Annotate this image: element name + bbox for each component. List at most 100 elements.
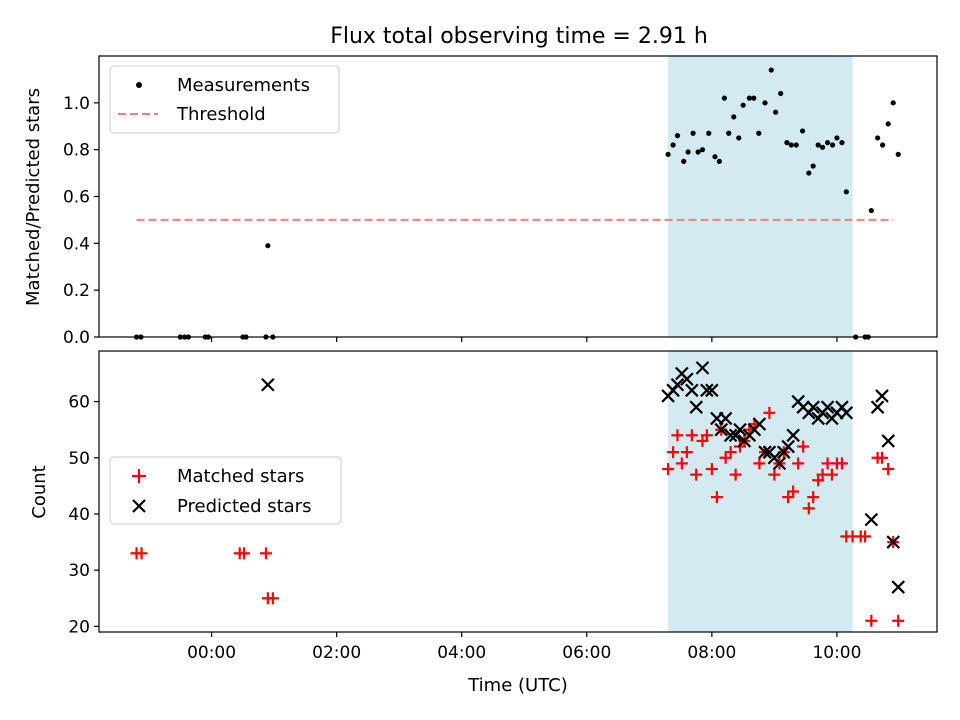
legend-dot-marker xyxy=(136,82,142,88)
matched-star-point xyxy=(892,614,905,627)
y-tick-label: 30 xyxy=(68,561,90,581)
matched-star-point xyxy=(768,468,781,481)
measurement-point xyxy=(810,163,816,169)
matched-star-point xyxy=(667,446,680,459)
measurement-point xyxy=(799,128,806,134)
matched-star-point xyxy=(802,502,815,515)
legend-x-marker xyxy=(132,499,146,513)
measurement-point xyxy=(834,135,840,141)
predicted-star-point xyxy=(870,400,885,414)
measurement-point xyxy=(690,130,696,136)
measurement-point xyxy=(784,140,790,146)
predicted-star-point xyxy=(695,361,710,375)
measurement-point xyxy=(762,100,768,106)
predicted-star-point xyxy=(733,422,747,437)
matched-star-point xyxy=(690,468,703,481)
measurement-point xyxy=(670,142,676,148)
top-legend-box xyxy=(109,65,340,134)
matched-star-point xyxy=(882,463,895,476)
chart-title: Flux total observing time = 2.91 h xyxy=(330,24,708,49)
measurement-point xyxy=(843,189,849,195)
matched-star-point xyxy=(792,457,805,470)
matched-star-point xyxy=(238,547,251,560)
matched-star-point xyxy=(700,429,713,442)
predicted-star-point xyxy=(685,383,699,398)
bottom-y-axis-label: Count xyxy=(29,465,50,518)
matched-star-point xyxy=(671,429,684,442)
y-tick-label: 0.0 xyxy=(63,328,90,348)
predicted-star-point xyxy=(875,389,889,403)
measurement-point xyxy=(824,140,831,146)
bottom-legend-box xyxy=(109,456,342,525)
measurement-point xyxy=(695,149,701,155)
y-tick-label: 60 xyxy=(68,393,90,413)
observing-window-shade xyxy=(668,351,853,632)
predicted-star-point xyxy=(786,428,800,443)
measurement-point xyxy=(740,102,746,108)
predicted-star-point xyxy=(705,383,719,398)
measurement-point xyxy=(778,90,784,97)
measurement-point xyxy=(685,149,691,155)
predicted-star-point xyxy=(261,377,275,392)
predicted-star-point xyxy=(886,535,901,549)
measurement-point xyxy=(712,154,718,160)
legend-threshold-label: Threshold xyxy=(176,104,266,125)
bottom-plot-frame xyxy=(98,350,938,633)
predicted-star-point xyxy=(839,406,854,420)
matched-star-point xyxy=(710,491,723,504)
predicted-star-point xyxy=(772,456,787,471)
matched-star-point xyxy=(729,468,742,481)
top-y-axis-label: Matched/Predicted stars xyxy=(23,88,44,306)
predicted-star-point xyxy=(820,400,835,414)
y-tick-label: 50 xyxy=(68,449,90,469)
bottom-panel: 20 30 40 50 60 00:00 02:00 04:00 06:00 08:00 10:0… xyxy=(29,350,938,696)
matched-star-point xyxy=(835,457,848,470)
predicted-star-point xyxy=(781,439,795,454)
predicted-star-point xyxy=(680,372,694,386)
y-tick-label: 0.8 xyxy=(63,141,90,161)
top-legend: Measurements Threshold xyxy=(109,65,340,134)
matched-star-point xyxy=(705,463,718,476)
measurement-point xyxy=(265,243,271,249)
top-panel: 0.0 0.2 0.4 0.6 0.8 1.0 Matched/Predicted sta… xyxy=(23,55,938,348)
predicted-star-point xyxy=(718,411,733,426)
legend-plus-marker xyxy=(132,469,146,483)
measurement-point xyxy=(874,135,881,141)
y-tick-label: 40 xyxy=(68,505,90,525)
legend-matched-label: Matched stars xyxy=(177,466,304,487)
bottom-legend: Matched stars Predicted stars xyxy=(109,456,342,525)
measurement-point xyxy=(788,142,794,148)
measurement-point xyxy=(699,147,706,153)
measurement-point xyxy=(756,130,762,136)
matched-star-point xyxy=(753,457,766,470)
measurement-point xyxy=(731,114,737,120)
measurement-point xyxy=(721,95,727,101)
observing-window-shade xyxy=(668,56,853,337)
x-tick-label: 08:00 xyxy=(687,643,736,663)
x-tick-label: 02:00 xyxy=(312,643,361,663)
legend-measurements-label: Measurements xyxy=(177,75,310,96)
legend-predicted-label: Predicted stars xyxy=(177,496,311,517)
measurement-point xyxy=(815,142,821,148)
measurement-point xyxy=(726,130,732,136)
y-tick-label: 0.6 xyxy=(63,188,90,208)
measurement-point xyxy=(806,170,812,176)
predicted-star-point xyxy=(752,417,767,431)
measurement-point xyxy=(768,67,774,73)
measurement-point xyxy=(885,121,891,127)
measurement-point xyxy=(819,144,826,150)
y-tick-label: 0.2 xyxy=(63,281,90,301)
matched-star-point xyxy=(724,446,737,459)
measurement-point xyxy=(674,133,681,139)
predicted-star-point xyxy=(723,428,738,443)
matched-star-point xyxy=(865,614,878,627)
matched-star-point xyxy=(797,440,810,453)
measurement-point xyxy=(706,130,712,136)
matched-star-point xyxy=(875,451,888,464)
predicted-star-point xyxy=(714,422,729,437)
measurement-point xyxy=(746,95,752,101)
predicted-star-point xyxy=(891,580,906,594)
predicted-star-point xyxy=(806,400,820,414)
measurement-point xyxy=(829,142,836,148)
